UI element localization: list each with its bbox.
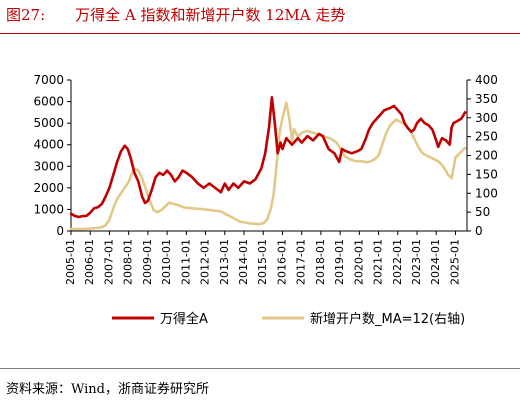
y-right-tick-label: 0 <box>475 224 483 238</box>
y-left-tick-label: 4000 <box>33 138 64 152</box>
y-right-tick-label: 200 <box>475 149 498 163</box>
x-tick-label: 2018-01 <box>314 239 327 285</box>
figure-title: 图27: 万得全 A 指数和新增开户数 12MA 走势 <box>6 4 345 28</box>
legend-label: 新增开户数_MA=12(右轴) <box>310 311 465 327</box>
x-tick-label: 2006-01 <box>83 239 96 285</box>
y-right-tick-label: 50 <box>475 205 490 219</box>
x-tick-label: 2024-01 <box>429 239 442 285</box>
source-rule <box>0 368 520 369</box>
x-tick-label: 2017-01 <box>295 239 308 285</box>
y-left-tick-label: 1000 <box>33 202 64 216</box>
x-tick-label: 2007-01 <box>102 239 115 285</box>
y-right-tick-label: 100 <box>475 186 498 200</box>
figure-title-text: 万得全 A 指数和新增开户数 12MA 走势 <box>75 6 346 24</box>
legend-label: 万得全A <box>160 311 208 327</box>
x-tick-label: 2019-01 <box>333 239 346 285</box>
x-tick-label: 2020-01 <box>352 239 365 285</box>
y-left-tick-label: 2000 <box>33 181 64 195</box>
y-left-tick-label: 7000 <box>33 73 64 87</box>
x-tick-label: 2013-01 <box>218 239 231 285</box>
x-tick-label: 2021-01 <box>372 239 385 285</box>
series-line-wind-a <box>69 96 467 219</box>
x-tick-label: 2010-01 <box>160 239 173 285</box>
y-left-tick-label: 5000 <box>33 116 64 130</box>
x-tick-label: 2009-01 <box>141 239 154 285</box>
y-right-tick-label: 350 <box>475 92 498 106</box>
figure-number: 图27: <box>6 6 46 24</box>
y-right-tick-label: 250 <box>475 130 498 144</box>
y-left-tick-label: 0 <box>56 224 64 238</box>
x-tick-label: 2016-01 <box>275 239 288 285</box>
x-tick-label: 2014-01 <box>237 239 250 285</box>
y-right-tick-label: 400 <box>475 73 498 87</box>
y-left-tick-label: 6000 <box>33 95 64 109</box>
series-line-new-accounts <box>69 101 467 231</box>
y-left-tick-label: 3000 <box>33 159 64 173</box>
x-tick-label: 2023-01 <box>410 239 423 285</box>
x-tick-label: 2025-01 <box>448 239 461 285</box>
x-tick-label: 2011-01 <box>179 239 192 285</box>
x-tick-label: 2005-01 <box>64 239 77 285</box>
y-right-tick-label: 300 <box>475 111 498 125</box>
y-right-tick-label: 150 <box>475 167 498 181</box>
title-rule <box>0 33 520 34</box>
x-tick-label: 2022-01 <box>391 239 404 285</box>
source-note: 资料来源：Wind，浙商证券研究所 <box>6 382 209 397</box>
x-tick-label: 2008-01 <box>122 239 135 285</box>
x-tick-label: 2015-01 <box>256 239 269 285</box>
x-tick-label: 2012-01 <box>199 239 212 285</box>
